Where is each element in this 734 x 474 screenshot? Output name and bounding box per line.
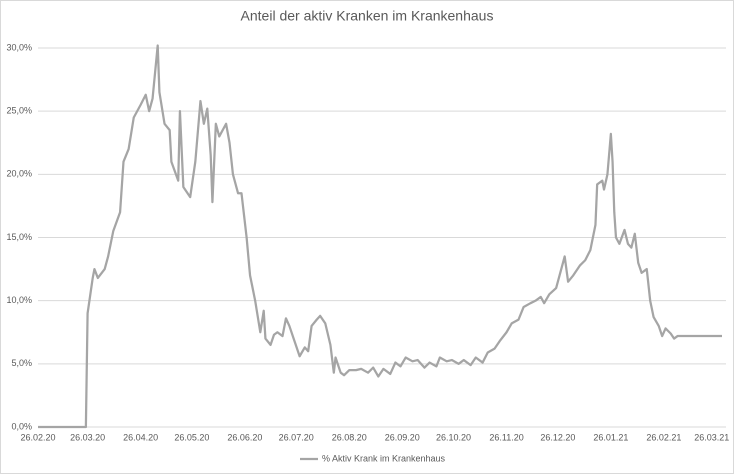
chart-title: Anteil der aktiv Kranken im Krankenhaus: [241, 8, 494, 24]
y-tick-label: 10,0%: [6, 295, 32, 305]
y-tick-label: 30,0%: [6, 42, 32, 52]
legend-label: % Aktiv Krank im Krankenhaus: [322, 453, 446, 463]
x-tick-label: 26.03.21: [694, 432, 729, 442]
x-tick-label: 26.12.20: [540, 432, 575, 442]
y-tick-label: 15,0%: [6, 232, 32, 242]
x-tick-label: 26.06.20: [227, 432, 262, 442]
x-tick-label: 26.07.20: [279, 432, 314, 442]
y-tick-label: 20,0%: [6, 169, 32, 179]
data-line: [38, 44, 722, 429]
x-tick-label: 26.04.20: [123, 432, 158, 442]
x-tick-label: 26.08.20: [332, 432, 367, 442]
y-tick-label: 25,0%: [6, 106, 32, 116]
y-tick-label: 5,0%: [11, 358, 32, 368]
x-tick-label: 26.11.20: [489, 432, 523, 442]
x-tick-label: 26.10.20: [436, 432, 471, 442]
x-tick-label: 26.05.20: [174, 432, 209, 442]
x-tick-label: 26.03.20: [70, 432, 105, 442]
x-tick-label: 26.09.20: [385, 432, 420, 442]
x-tick-label: 26.02.20: [20, 432, 55, 442]
y-tick-label: 0,0%: [11, 421, 32, 431]
x-tick-label: 26.01.21: [593, 432, 628, 442]
x-tick-label: 26.02.21: [646, 432, 681, 442]
